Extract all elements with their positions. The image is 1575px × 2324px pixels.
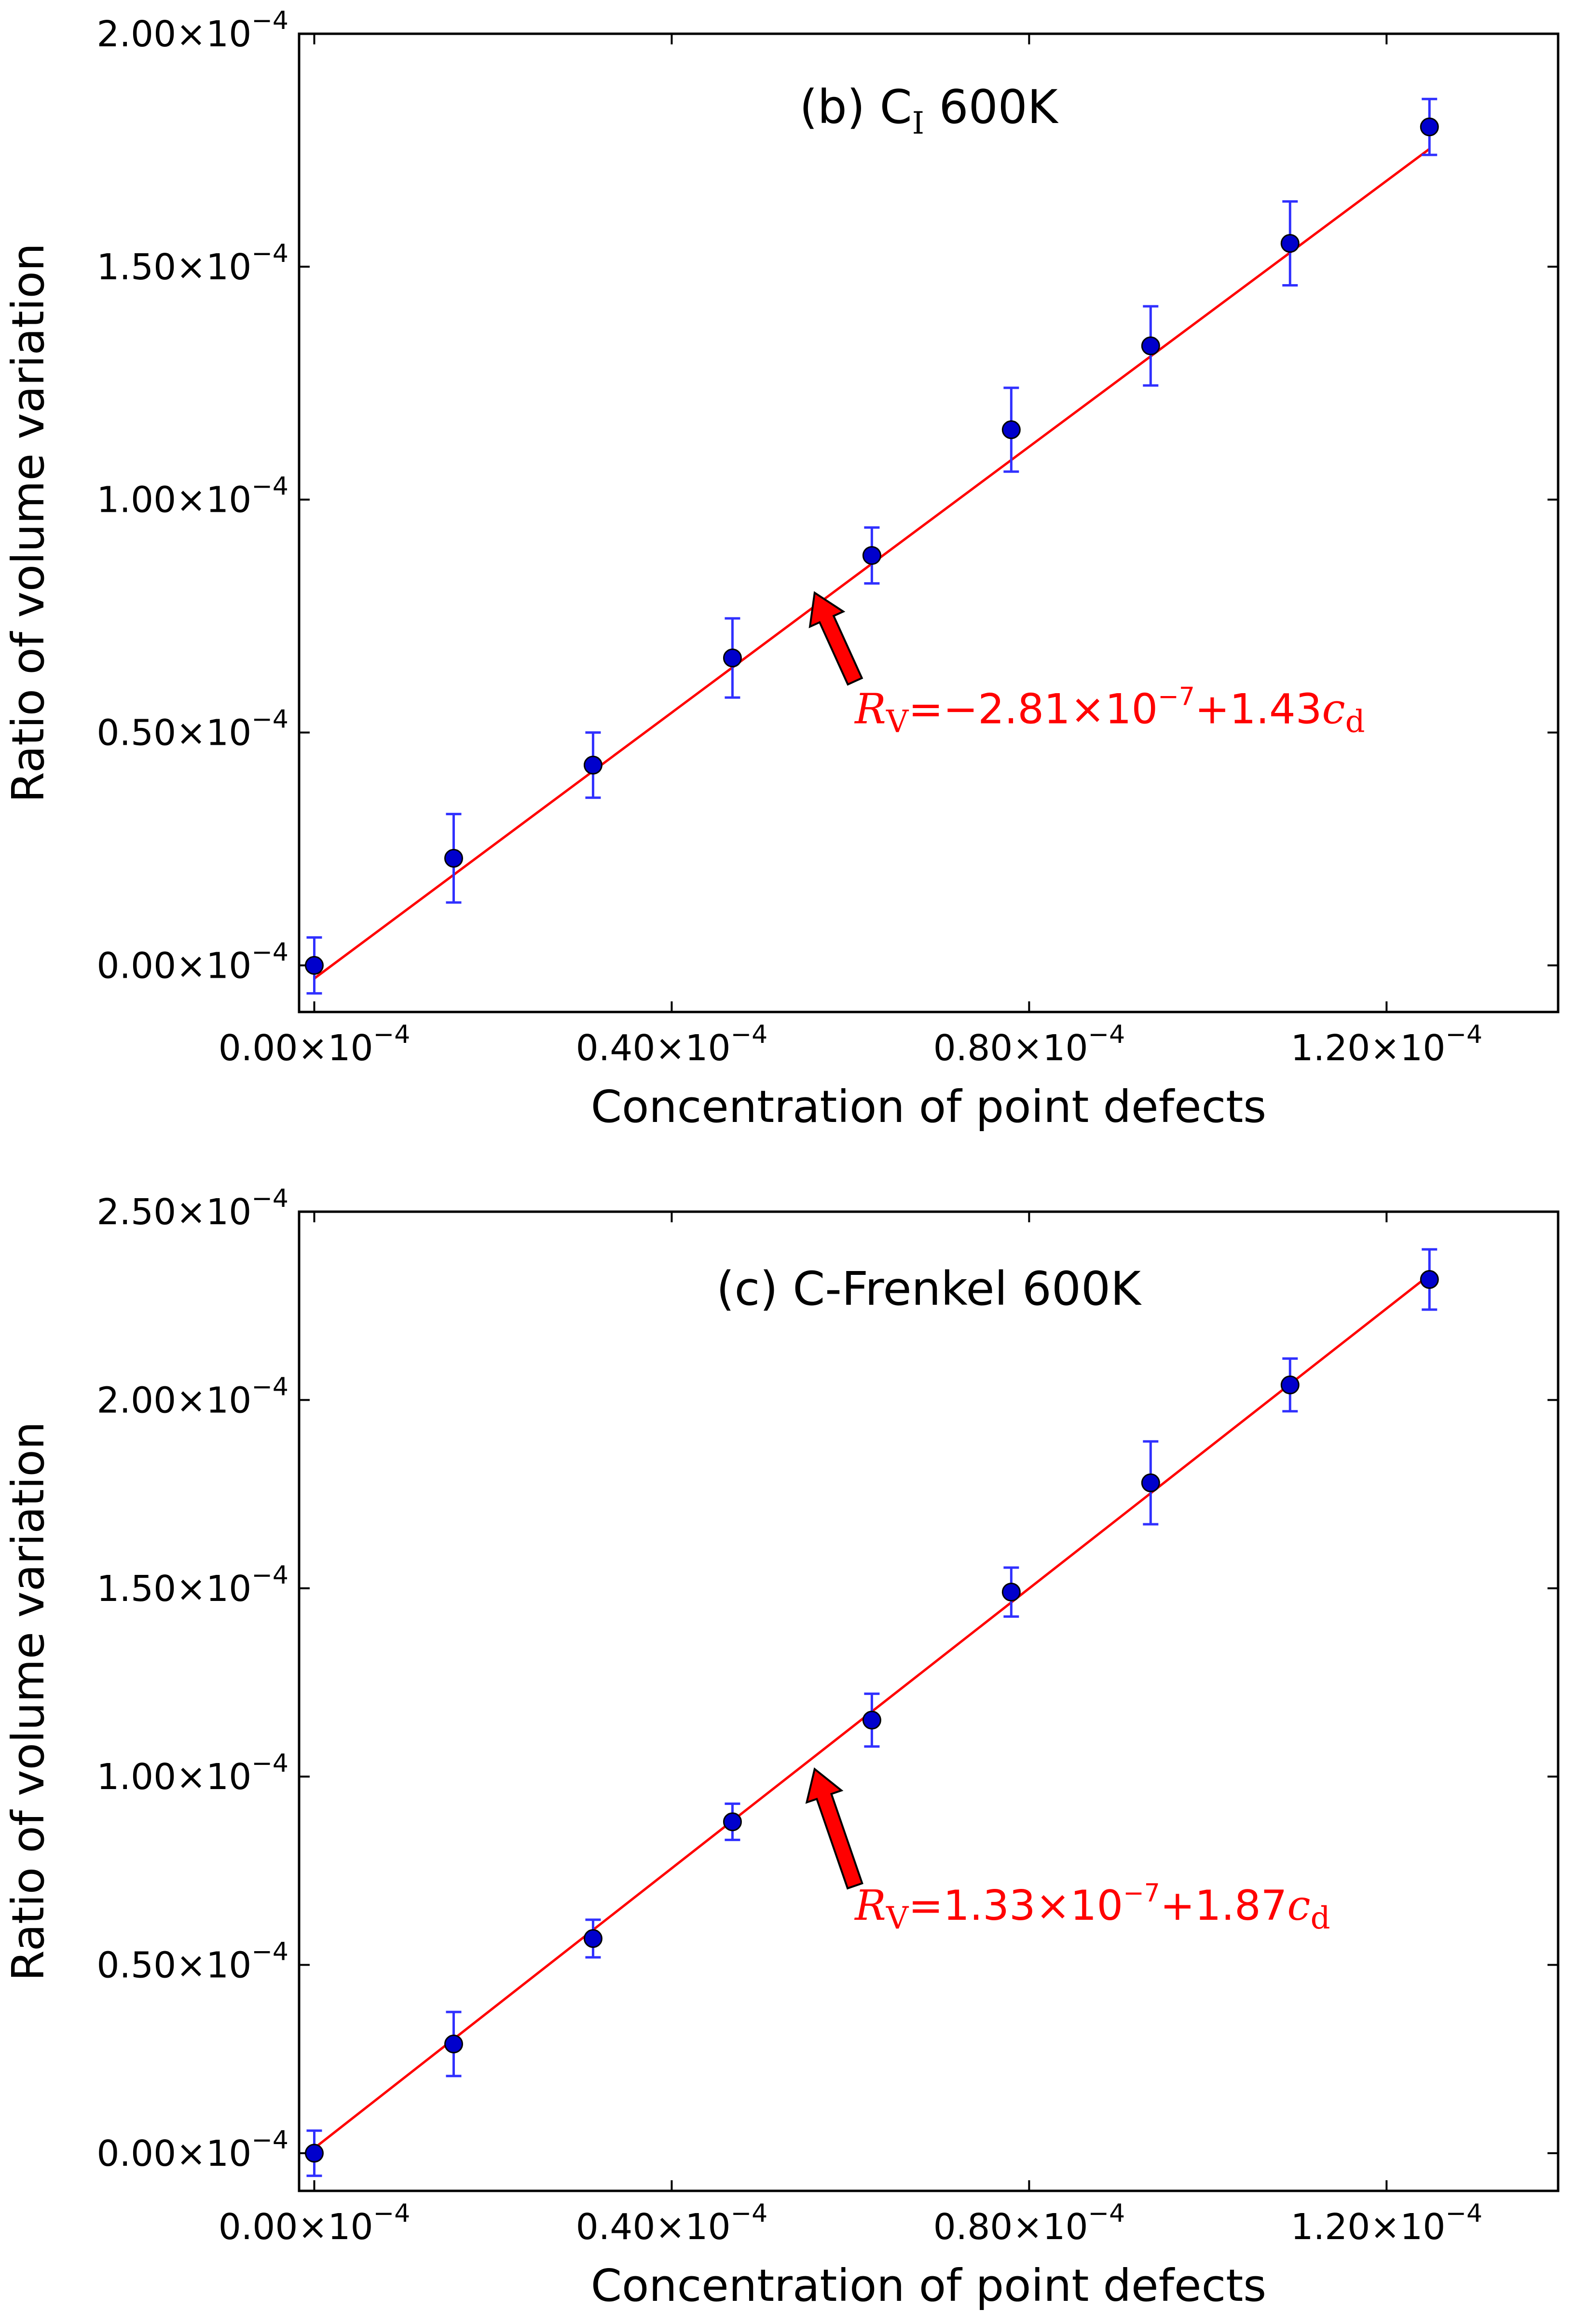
data-point (304, 956, 324, 975)
x-tick-label: 0.40×10−4 (576, 1020, 768, 1069)
data-point (1420, 117, 1439, 137)
annotation-arrow (808, 591, 863, 686)
y-tick-label: 0.00×10−4 (96, 938, 288, 986)
data-point (1001, 420, 1021, 439)
y-axis-label: Ratio of volume variation (2, 1422, 54, 1981)
data-point (444, 848, 463, 868)
y-tick-label: 2.00×10−4 (96, 6, 288, 55)
y-tick-label: 1.00×10−4 (96, 1749, 288, 1798)
data-point (444, 2035, 463, 2053)
data-point (304, 2144, 324, 2163)
data-point (1420, 1270, 1439, 1289)
y-tick-label: 0.50×10−4 (96, 705, 288, 754)
chart-title: (c) C-Frenkel 600K (716, 1262, 1142, 1316)
x-tick-label: 0.40×10−4 (576, 2199, 768, 2248)
data-point (862, 546, 881, 565)
x-tick-label: 1.20×10−4 (1291, 2199, 1483, 2248)
data-point (1141, 336, 1160, 355)
annotation-arrow (805, 1767, 863, 1890)
chart-title: (b) CI 600K (799, 80, 1058, 141)
data-point (723, 1812, 742, 1832)
y-tick-label: 1.50×10−4 (96, 1561, 288, 1610)
fit-equation: RV=1.33×10−7+1.87cd (854, 1879, 1330, 1936)
data-point (583, 755, 603, 775)
data-point (1280, 1375, 1300, 1394)
y-tick-label: 1.00×10−4 (96, 472, 288, 521)
x-tick-label: 0.00×10−4 (219, 2199, 411, 2248)
x-tick-label: 1.20×10−4 (1291, 1020, 1483, 1069)
y-tick-label: 2.50×10−4 (96, 1184, 288, 1233)
axes-frame (298, 1210, 1560, 2192)
x-tick-label: 0.00×10−4 (219, 1020, 411, 1069)
y-tick-label: 0.50×10−4 (96, 1938, 288, 1986)
data-point (1141, 1473, 1160, 1492)
y-tick-label: 1.50×10−4 (96, 239, 288, 288)
data-point (723, 648, 742, 668)
x-axis-label: Concentration of point defects (591, 1081, 1266, 1133)
x-axis-label: Concentration of point defects (591, 2260, 1266, 2311)
panel-c: 0.00×10−4 0.40×10−4 0.80×10−4 1.20×10−4 0.00… (2, 1184, 1560, 2311)
data-point (1001, 1583, 1021, 1602)
data-point (583, 1929, 603, 1948)
y-tick-label: 2.00×10−4 (96, 1372, 288, 1421)
y-axis-label: Ratio of volume variation (2, 243, 54, 803)
data-point (862, 1710, 881, 1730)
y-tick-label: 0.00×10−4 (96, 2126, 288, 2174)
axes-frame (298, 32, 1560, 1013)
panel-b: 0.00×10−4 0.40×10−4 0.80×10−4 1.20×10−4 0.00… (2, 6, 1560, 1133)
data-point (1280, 234, 1300, 253)
x-tick-label: 0.80×10−4 (933, 1020, 1125, 1069)
fit-equation: RV=−2.81×10−7+1.43cd (854, 682, 1365, 739)
x-tick-label: 0.80×10−4 (933, 2199, 1125, 2248)
